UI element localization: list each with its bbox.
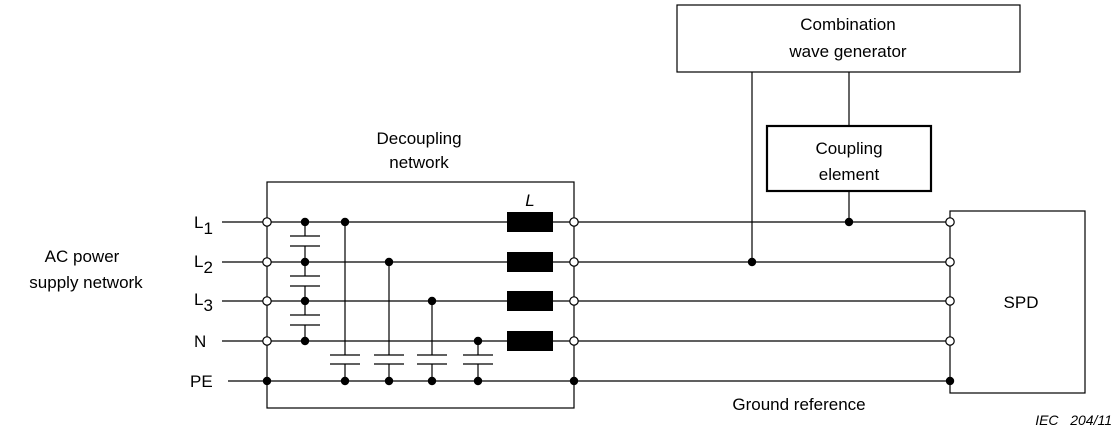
line-cap-l3-n [290,314,320,326]
pe-cap-l1 [330,354,360,365]
inductor-l3 [507,291,553,311]
inductor-l2 [507,252,553,272]
junction-dots [262,217,955,386]
ac-supply-label-line1: AC power [45,247,120,266]
line-label-l2: L2 [194,252,213,277]
line-cap-l1-l2 [290,235,320,247]
line-cap-l2-l3 [290,275,320,287]
ac-supply-label-line2: supply network [29,273,143,292]
spd-label: SPD [1004,293,1039,312]
ground-reference-label: Ground reference [732,395,865,414]
line-label-l1: L1 [194,213,213,238]
line-label-l3: L3 [194,290,213,315]
inductor-l1 [507,212,553,232]
coupling-label-line2: element [819,165,880,184]
decoupling-label-line2: network [389,153,449,172]
pe-cap-n [463,354,493,365]
line-label-pe: PE [190,372,213,391]
pe-cap-l2 [374,354,404,365]
line-label-n: N [194,332,206,351]
inductor-label: L [525,191,534,210]
decoupling-network-box [266,181,575,409]
inductor-n [507,331,553,351]
generator-label-line1: Combination [800,15,895,34]
iec-figure-number: IEC 204/11 [1035,412,1112,428]
decoupling-label-line1: Decoupling [376,129,461,148]
open-terminals [262,217,955,346]
coupling-label-line1: Coupling [815,139,882,158]
generator-label-line2: wave generator [788,42,907,61]
pe-cap-l3 [417,354,447,365]
